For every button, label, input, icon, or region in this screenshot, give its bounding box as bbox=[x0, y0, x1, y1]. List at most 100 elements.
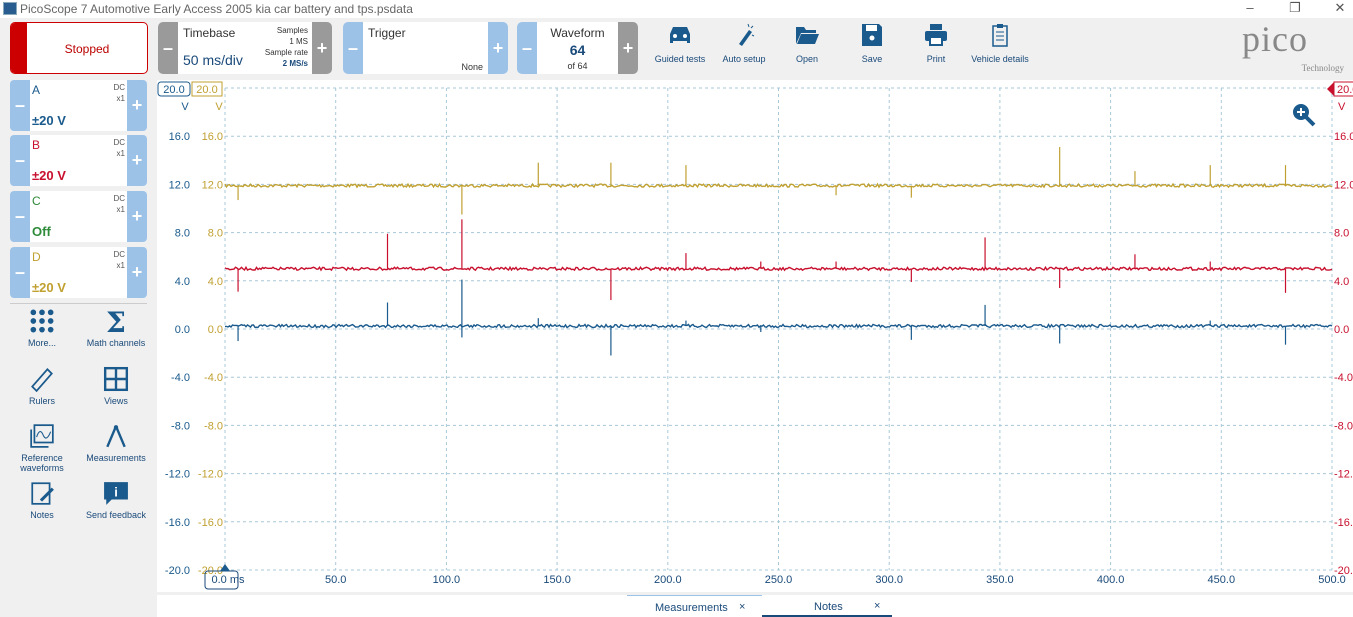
app-icon bbox=[3, 2, 17, 15]
pico-logo: pico Technology bbox=[1240, 18, 1350, 78]
y-tick-label-b: 8.0 bbox=[1334, 228, 1349, 240]
sidebar-math-channels-button[interactable]: Σ Math channels bbox=[81, 308, 151, 348]
y-tick-label-b: -8.0 bbox=[1334, 420, 1353, 432]
channel-range-decrease-button[interactable]: – bbox=[10, 247, 30, 298]
sidebar-notes-button[interactable]: Notes bbox=[7, 480, 77, 520]
sidebar-more-button[interactable]: More... bbox=[7, 308, 77, 348]
channel-name: B bbox=[32, 138, 41, 152]
y-tick-label-a: 16.0 bbox=[169, 131, 190, 143]
open-button[interactable]: Open bbox=[777, 22, 837, 64]
save-icon bbox=[862, 24, 882, 46]
channel-probe[interactable]: x1 bbox=[116, 94, 125, 103]
zoom-icon[interactable] bbox=[1291, 102, 1317, 133]
sidebar-label: Send feedback bbox=[85, 510, 147, 520]
channel-b-axis-marker[interactable] bbox=[1333, 81, 1353, 97]
waveform-next-button[interactable]: + bbox=[618, 22, 638, 74]
vehicle-details-label: Vehicle details bbox=[971, 54, 1029, 64]
channel-probe[interactable]: x1 bbox=[116, 205, 125, 214]
channel-range[interactable]: ±20 V bbox=[32, 280, 66, 295]
y-tick-label-d: -8.0 bbox=[204, 420, 223, 432]
window-title: PicoScope 7 Automotive Early Access 2005… bbox=[20, 2, 413, 16]
waveform-plot: 16.0 16.0 16.0 12.0 12.0 12.0 8.0 8.0 8.0 4.0 4.0 4… bbox=[157, 81, 1353, 590]
tab-notes-close[interactable]: × bbox=[874, 600, 881, 612]
sidebar-views-button[interactable]: Views bbox=[81, 366, 151, 406]
reference-waveform-icon bbox=[30, 424, 54, 448]
minimize-button[interactable]: – bbox=[1246, 0, 1254, 15]
title-bar: PicoScope 7 Automotive Early Access 2005… bbox=[0, 0, 1353, 18]
channel-coupling[interactable]: DC bbox=[113, 83, 125, 92]
feedback-icon: i bbox=[104, 482, 128, 505]
sample-rate-value: 2 MS/s bbox=[282, 59, 308, 68]
waveform-previous-button[interactable]: – bbox=[517, 22, 537, 74]
channel-range[interactable]: Off bbox=[32, 224, 51, 239]
x-tick-label: 400.0 bbox=[1097, 574, 1125, 586]
restore-button[interactable]: ❐ bbox=[1289, 0, 1301, 15]
sidebar-send-feedback-button[interactable]: i Send feedback bbox=[81, 480, 151, 520]
trigger-decrease-button[interactable]: – bbox=[343, 22, 363, 74]
y-tick-label-d: -16.0 bbox=[198, 517, 223, 529]
axis-unit-a: V bbox=[181, 101, 189, 113]
sidebar-rulers-button[interactable]: Rulers bbox=[7, 366, 77, 406]
channel-coupling[interactable]: DC bbox=[113, 194, 125, 203]
auto-setup-button[interactable]: Auto setup bbox=[714, 22, 774, 64]
vehicle-details-button[interactable]: Vehicle details bbox=[970, 22, 1030, 64]
bottom-tabs: Measurements × Notes × bbox=[157, 595, 1353, 617]
channel-range[interactable]: ±20 V bbox=[32, 113, 66, 128]
channel-range-decrease-button[interactable]: – bbox=[10, 135, 30, 186]
clipboard-icon bbox=[992, 24, 1008, 47]
channel-coupling[interactable]: DC bbox=[113, 138, 125, 147]
channel-probe[interactable]: x1 bbox=[116, 261, 125, 270]
print-label: Print bbox=[926, 54, 946, 64]
tab-measurements[interactable]: Measurements × bbox=[627, 595, 762, 617]
tab-notes-label: Notes bbox=[814, 601, 843, 613]
y-tick-label-a: 0.0 bbox=[175, 324, 190, 336]
trigger-mode[interactable]: None bbox=[461, 62, 483, 72]
y-tick-label-b: -12.0 bbox=[1334, 469, 1353, 481]
scope-view[interactable]: 16.0 16.0 16.0 12.0 12.0 12.0 8.0 8.0 8.0 4.0 4.0 4… bbox=[157, 80, 1353, 592]
tab-measurements-close[interactable]: × bbox=[739, 601, 746, 613]
channel-d-axis-marker[interactable] bbox=[191, 81, 223, 97]
close-button[interactable]: ✕ bbox=[1334, 0, 1346, 15]
save-button[interactable]: Save bbox=[842, 22, 902, 64]
guided-tests-label: Guided tests bbox=[654, 54, 706, 64]
guided-tests-button[interactable]: Guided tests bbox=[650, 22, 710, 64]
channel-range[interactable]: ±20 V bbox=[32, 168, 66, 183]
channel-range-increase-button[interactable]: + bbox=[127, 80, 147, 131]
status-label: Stopped bbox=[64, 42, 110, 56]
trigger-position-marker[interactable] bbox=[220, 564, 230, 571]
print-button[interactable]: Print bbox=[906, 22, 966, 64]
grid-dots-icon bbox=[30, 309, 54, 333]
tab-measurements-label: Measurements bbox=[655, 602, 728, 614]
tab-notes[interactable]: Notes × bbox=[762, 595, 892, 617]
x-tick-label: 50.0 bbox=[325, 574, 346, 586]
sidebar-measurements-button[interactable]: Measurements bbox=[81, 423, 151, 463]
channel-probe[interactable]: x1 bbox=[116, 149, 125, 158]
channel-coupling[interactable]: DC bbox=[113, 250, 125, 259]
y-tick-label-d: 12.0 bbox=[202, 179, 223, 191]
trigger-increase-button[interactable]: + bbox=[488, 22, 508, 74]
channel-range-decrease-button[interactable]: – bbox=[10, 191, 30, 242]
y-tick-label-a: -16.0 bbox=[165, 517, 190, 529]
y-tick-label-a: 4.0 bbox=[175, 276, 190, 288]
channel-b-axis-arrow bbox=[1327, 82, 1334, 96]
timebase-value[interactable]: 50 ms/div bbox=[183, 52, 243, 68]
y-tick-label-d: 4.0 bbox=[208, 276, 223, 288]
y-tick-label-a: -20.0 bbox=[165, 565, 190, 577]
y-tick-label-a: 8.0 bbox=[175, 228, 190, 240]
samples-value: 1 MS bbox=[289, 37, 308, 46]
y-tick-label-b: 16.0 bbox=[1334, 131, 1353, 143]
channel-name: C bbox=[32, 194, 41, 208]
samples-label: Samples bbox=[276, 26, 308, 35]
channel-a-axis-marker[interactable] bbox=[157, 81, 191, 97]
channel-range-increase-button[interactable]: + bbox=[127, 191, 147, 242]
sidebar-reference-waveforms-button[interactable]: Reference waveforms bbox=[7, 423, 77, 473]
x-tick-label: 300.0 bbox=[875, 574, 903, 586]
channel-range-increase-button[interactable]: + bbox=[127, 247, 147, 298]
open-label: Open bbox=[795, 54, 819, 64]
channel-range-decrease-button[interactable]: – bbox=[10, 80, 30, 131]
timebase-increase-button[interactable]: + bbox=[312, 22, 332, 74]
channel-range-increase-button[interactable]: + bbox=[127, 135, 147, 186]
waveform-label: Waveform bbox=[550, 26, 605, 40]
run-stop-button[interactable]: Stopped bbox=[10, 22, 148, 74]
timebase-decrease-button[interactable]: – bbox=[158, 22, 178, 74]
